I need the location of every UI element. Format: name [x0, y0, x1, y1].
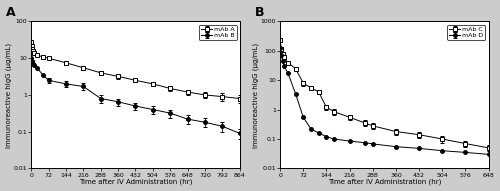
Legend: mAb A, mAb B: mAb A, mAb B: [199, 25, 236, 40]
X-axis label: Time after IV Administration (hr): Time after IV Administration (hr): [79, 179, 192, 185]
Y-axis label: Immunoreactive hIgG (μg/mL): Immunoreactive hIgG (μg/mL): [6, 42, 12, 147]
Legend: mAb C, mAb D: mAb C, mAb D: [448, 25, 486, 40]
Text: A: A: [6, 6, 16, 19]
Text: B: B: [255, 6, 264, 19]
Y-axis label: Immunoreactive hIgG (μg/mL): Immunoreactive hIgG (μg/mL): [252, 42, 259, 147]
X-axis label: Time after IV Administration (hr): Time after IV Administration (hr): [328, 179, 441, 185]
